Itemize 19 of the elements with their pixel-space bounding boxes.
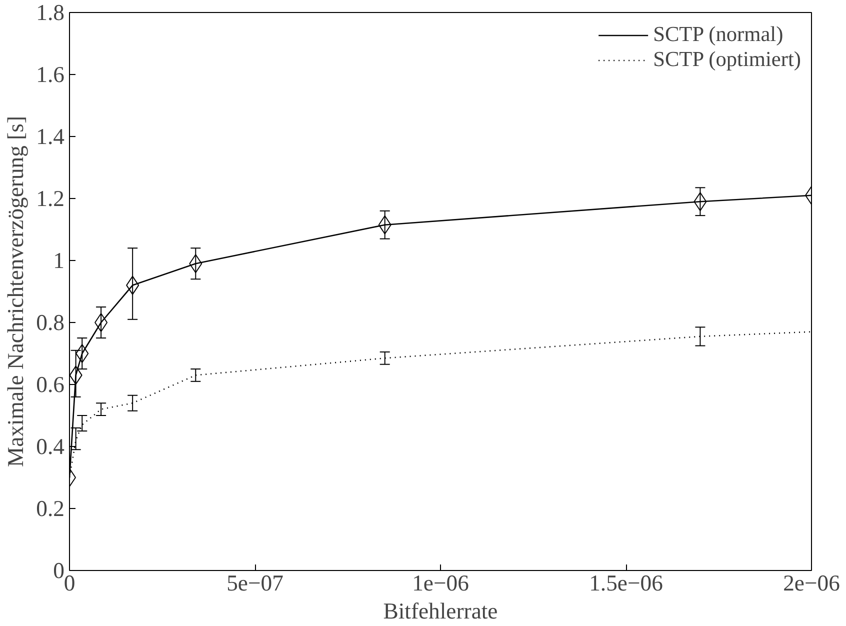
legend-label: SCTP (normal) [653, 22, 784, 47]
point [94, 313, 108, 332]
y-tick-label: 0.8 [36, 310, 65, 335]
y-tick-label: 0.6 [36, 372, 65, 397]
y-tick-label: 1.4 [36, 124, 65, 149]
y-tick-label: 0.4 [36, 434, 65, 459]
y-tick-label: 1.8 [36, 0, 65, 25]
y-tick-label: 1.2 [36, 186, 65, 211]
point [76, 344, 89, 363]
x-tick-label: 5e−07 [226, 570, 284, 596]
y-tick-label: 1 [53, 248, 64, 273]
x-tick-label: 2e−06 [783, 570, 840, 596]
y-tick-label: 0.2 [36, 496, 65, 521]
y-axis-title: Maximale Nachrichtenverzögerung [s] [3, 116, 28, 468]
y-tick-label: 1.6 [36, 62, 65, 87]
x-axis-title: Bitfehlerrate [383, 598, 498, 624]
legend-label: SCTP (optimiert) [653, 47, 801, 72]
x-tick-label: 1e−06 [412, 570, 469, 596]
x-tick-label: 1.5e−06 [589, 570, 663, 596]
